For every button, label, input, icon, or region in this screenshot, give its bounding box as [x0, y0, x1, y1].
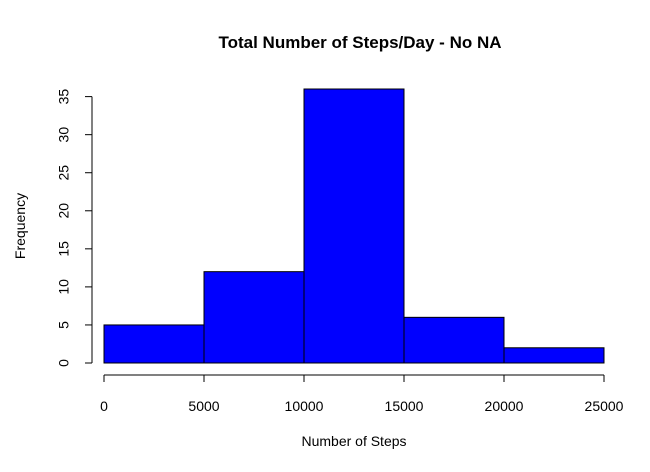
y-tick-label: 20	[56, 203, 72, 219]
bars-group	[103, 88, 605, 364]
x-tick-label: 15000	[385, 398, 424, 414]
x-tick-label: 0	[100, 398, 108, 414]
histogram-bar	[503, 347, 605, 364]
x-tick-label: 5000	[188, 398, 219, 414]
chart-title: Total Number of Steps/Day - No NA	[218, 33, 501, 52]
histogram-bar	[303, 88, 405, 364]
y-tick-label: 0	[56, 359, 72, 367]
y-tick-label: 15	[56, 241, 72, 257]
y-tick-label: 25	[56, 165, 72, 181]
x-tick-label: 10000	[285, 398, 324, 414]
x-tick-label: 25000	[585, 398, 624, 414]
x-tick-label: 20000	[485, 398, 524, 414]
x-axis-label: Number of Steps	[301, 433, 406, 449]
y-tick-label: 5	[56, 321, 72, 329]
y-tick-label: 35	[56, 89, 72, 105]
y-tick-label: 10	[56, 279, 72, 295]
y-axis-label: Frequency	[12, 193, 28, 259]
x-axis: 0 5000 10000 15000 20000 25000	[100, 374, 624, 414]
y-tick-label: 30	[56, 127, 72, 143]
histogram-bar	[403, 316, 505, 364]
y-axis: 0 5 10 15 20 25 30 35	[56, 89, 93, 367]
histogram-bar	[103, 324, 205, 364]
histogram-bar	[203, 271, 305, 364]
